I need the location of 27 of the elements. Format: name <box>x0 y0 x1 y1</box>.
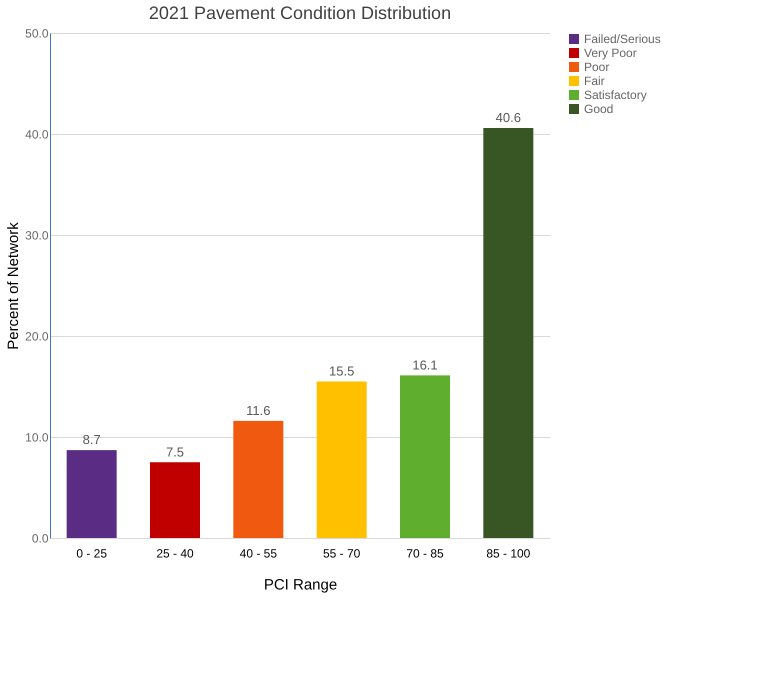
x-tick-label: 25 - 40 <box>156 546 194 560</box>
data-label: 8.7 <box>82 432 101 448</box>
data-label: 40.6 <box>496 110 521 125</box>
y-tick-label: 30.0 <box>25 228 49 242</box>
legend-label: Good <box>584 102 614 116</box>
y-tick-label: 20.0 <box>25 330 49 344</box>
x-tick-label: 55 - 70 <box>322 546 361 560</box>
legend-label: Failed/Serious <box>584 32 661 46</box>
x-axis-title: PCI Range <box>264 576 338 594</box>
x-tick-label: 0 - 25 <box>76 546 108 560</box>
chart-title: 2021 Pavement Condition Distribution <box>148 3 452 23</box>
y-tick-label: 0.0 <box>32 532 49 546</box>
y-tick-label: 40.0 <box>25 128 49 142</box>
y-tick-label: 50.0 <box>25 26 49 40</box>
y-tick-label: 10.0 <box>25 430 49 444</box>
data-label: 11.6 <box>246 402 271 418</box>
legend-label: Satisfactory <box>584 88 647 102</box>
data-label: 16.1 <box>412 357 438 372</box>
x-tick-label: 40 - 55 <box>240 546 278 560</box>
data-label: 7.5 <box>166 444 184 460</box>
legend-label: Fair <box>584 74 605 88</box>
legend-label: Very Poor <box>584 46 637 60</box>
data-label: 15.5 <box>329 363 354 378</box>
x-tick-label: 70 - 85 <box>406 546 444 560</box>
legend-label: Poor <box>584 60 610 74</box>
y-axis-title: Percent of Network <box>5 222 22 350</box>
x-tick-label: 85 - 100 <box>486 546 531 560</box>
